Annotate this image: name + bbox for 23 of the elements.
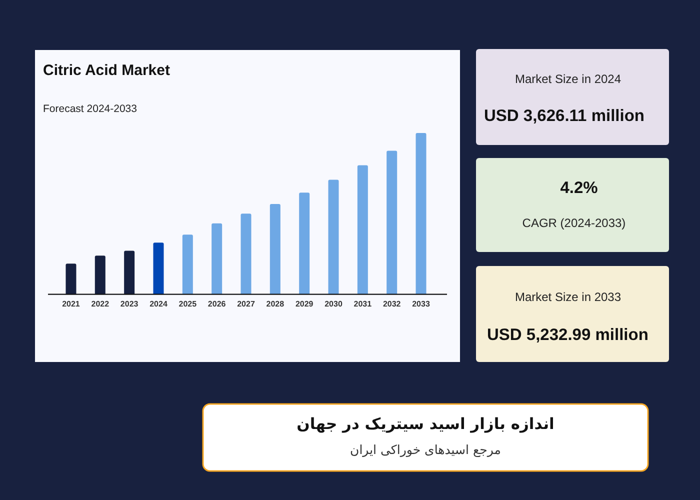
text: مرجع اسیدهای خوراکی ایران [350, 442, 501, 458]
x-tick-label: 2028 [266, 300, 285, 308]
chart-subtitle: Forecast 2024-2033 [43, 103, 138, 115]
text: CAGR (2024-2033) [522, 216, 626, 230]
text: 4.2% [560, 179, 598, 197]
chart-title: Citric Acid Market [43, 62, 170, 79]
x-tick-label: 2033 [412, 300, 430, 308]
text: USD 5,232.99 million [487, 326, 648, 344]
x-tick-label: 2026 [208, 300, 226, 308]
x-tick-label: 2029 [295, 300, 314, 308]
text: Market Size in 2033 [514, 290, 622, 304]
x-tick-label: 2032 [382, 300, 402, 308]
text: USD 3,626.11 million [484, 107, 644, 125]
x-tick-label: 2024 [150, 300, 168, 308]
x-tick-label: 2031 [354, 300, 372, 308]
text: اندازه بازار اسید سیتریک در جهان [296, 415, 554, 433]
x-tick-label: 2030 [324, 300, 343, 308]
x-tick-label: 2021 [62, 300, 80, 308]
x-tick-label: 2027 [237, 300, 256, 308]
x-tick-label: 2025 [178, 300, 198, 308]
x-tick-label: 2023 [120, 300, 139, 308]
x-tick-label: 2022 [91, 300, 110, 308]
text: Market Size in 2024 [514, 72, 622, 86]
